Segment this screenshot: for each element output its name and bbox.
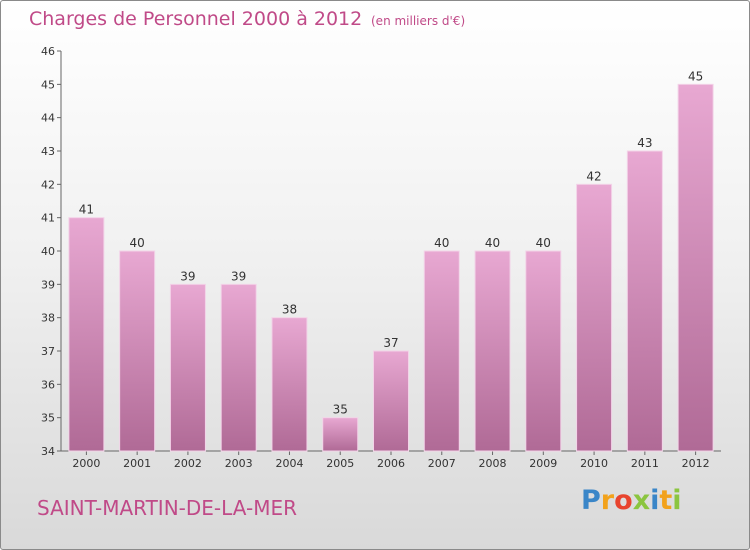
logo-letter: x (632, 485, 651, 516)
chart-title: Charges de Personnel 2000 à 2012 (29, 8, 363, 30)
logo-letter: t (659, 485, 673, 516)
bar-2009 (525, 250, 562, 452)
data-label-2008: 40 (485, 236, 500, 250)
y-tick-label: 37 (41, 345, 55, 358)
x-tick-label: 2004 (275, 457, 303, 470)
data-label-2011: 43 (637, 136, 652, 150)
bar-2002 (169, 283, 206, 452)
logo-letter: i (650, 485, 660, 516)
x-tick-label: 2009 (529, 457, 557, 470)
y-axis: 34 35 36 37 38 39 40 41 42 43 44 45 46 (41, 45, 62, 458)
x-tick-label: 2003 (225, 457, 253, 470)
y-tick-label: 44 (41, 112, 55, 125)
y-tick-label: 40 (41, 245, 55, 258)
bar-2011 (626, 150, 663, 452)
data-label-2006: 37 (383, 336, 398, 350)
y-tick-label: 41 (41, 212, 55, 225)
x-tick-label: 2008 (479, 457, 507, 470)
bars (68, 83, 714, 452)
y-tick-label: 35 (41, 412, 55, 425)
data-label-2000: 41 (79, 203, 94, 217)
data-label-2003: 39 (231, 269, 246, 283)
y-tick-label: 42 (41, 178, 55, 191)
x-tick-label: 2000 (72, 457, 100, 470)
bar-2004 (271, 317, 308, 452)
bar-2001 (119, 250, 156, 452)
bar-2006 (373, 350, 409, 452)
logo-letter: P (581, 485, 601, 516)
bar-2003 (220, 283, 257, 452)
y-tick-label: 39 (41, 278, 55, 291)
data-label-2005: 35 (333, 403, 348, 417)
bar-2010 (576, 183, 613, 452)
y-tick-label: 45 (41, 78, 55, 91)
x-tick-label: 2001 (123, 457, 151, 470)
y-tick-label: 36 (41, 378, 55, 391)
proxiti-logo: Proxiti (581, 485, 682, 516)
data-label-2001: 40 (130, 236, 145, 250)
data-label-2002: 39 (180, 269, 195, 283)
y-tick-label: 34 (41, 445, 55, 458)
bar-2007 (423, 250, 460, 452)
data-label-2007: 40 (434, 236, 449, 250)
bar-2008 (474, 250, 511, 452)
x-tick-label: 2006 (377, 457, 405, 470)
data-label-2009: 40 (536, 236, 551, 250)
bar-2005 (322, 417, 359, 452)
logo-letter: r (600, 485, 615, 516)
data-label-2004: 38 (282, 303, 297, 317)
data-labels: 41 40 39 39 38 35 37 40 40 40 42 43 45 (79, 69, 704, 416)
x-tick-label: 2011 (631, 457, 659, 470)
logo-letter: o (614, 485, 633, 516)
y-tick-label: 38 (41, 312, 55, 325)
bar-2000 (68, 217, 105, 452)
y-tick-label: 43 (41, 145, 55, 158)
x-tick-label: 2010 (580, 457, 608, 470)
logo-letter: i (672, 485, 682, 516)
place-name: SAINT-MARTIN-DE-LA-MER (37, 496, 297, 520)
chart-unit: (en milliers d'€) (371, 14, 466, 28)
y-tick-label: 46 (41, 45, 55, 58)
data-label-2012: 45 (688, 69, 703, 83)
bar-2012 (677, 83, 714, 452)
x-axis: 2000 2001 2002 2003 2004 2005 2006 2007 2008 2009… (61, 450, 721, 470)
data-label-2010: 42 (586, 169, 601, 183)
x-tick-label: 2007 (428, 457, 456, 470)
x-tick-label: 2005 (326, 457, 354, 470)
x-tick-label: 2012 (682, 457, 710, 470)
x-tick-label: 2002 (174, 457, 202, 470)
